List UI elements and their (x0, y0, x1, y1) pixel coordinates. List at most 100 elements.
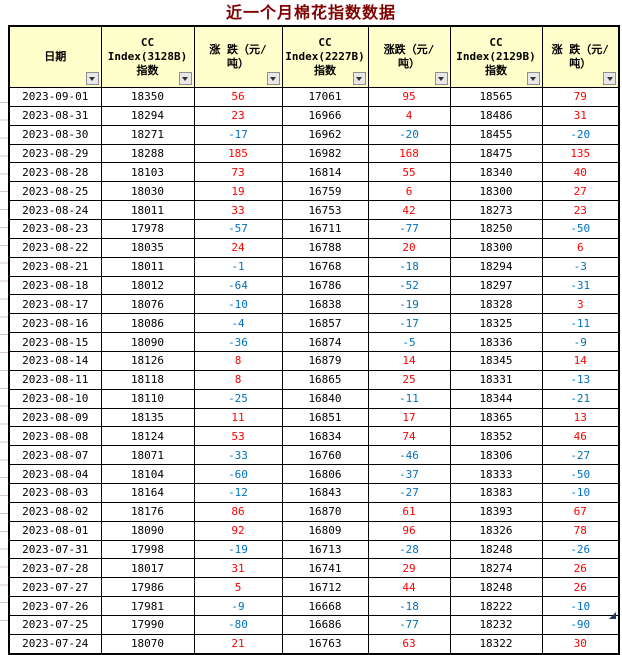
index-cell: 16809 (281, 520, 369, 541)
table-header: 日期 CC Index(3128B) 指数涨 跌（元/ 吨） CC Index(22… (8, 25, 620, 88)
change-cell: 33 (193, 200, 283, 221)
index-cell: 18565 (449, 87, 543, 107)
index-cell: 18035 (100, 237, 195, 258)
table-row: 2023-08-28 18103 73 16814 55 18340 40 (8, 162, 620, 183)
index-cell: 18294 (100, 105, 195, 126)
index-cell: 17986 (100, 577, 195, 598)
change-cell: -50 (541, 464, 620, 485)
filter-dropdown-button[interactable] (85, 72, 99, 85)
index-cell: 16788 (281, 237, 369, 258)
change-cell: 168 (367, 143, 451, 164)
change-cell: 14 (367, 351, 451, 371)
index-cell: 18325 (449, 313, 543, 334)
change-cell: 11 (193, 407, 283, 428)
caret-down-icon (89, 77, 95, 84)
change-cell: 3 (541, 294, 620, 315)
index-cell: 18273 (449, 200, 543, 221)
table-row: 2023-07-31 17998 -19 16713 -28 18248 -26 (8, 539, 620, 560)
change-cell: -3 (541, 256, 620, 277)
filter-dropdown-button[interactable] (266, 72, 280, 85)
index-cell: 18331 (449, 369, 543, 390)
left-gridlines (0, 85, 8, 621)
index-cell: 18322 (449, 633, 543, 655)
index-cell: 16759 (281, 181, 369, 202)
index-cell: 17990 (100, 615, 195, 635)
change-cell: 19 (193, 181, 283, 202)
date-cell: 2023-08-29 (8, 143, 102, 164)
table-row: 2023-08-24 18011 33 16753 42 18273 23 (8, 200, 620, 221)
index-cell: 17998 (100, 539, 195, 560)
index-cell: 18350 (100, 87, 195, 107)
index-cell: 16786 (281, 275, 369, 296)
index-cell: 16870 (281, 501, 369, 522)
date-cell: 2023-08-15 (8, 332, 102, 353)
index-cell: 18011 (100, 256, 195, 277)
index-cell: 16840 (281, 388, 369, 409)
change-cell: 26 (541, 558, 620, 579)
change-cell: 92 (193, 520, 283, 541)
change-cell: 13 (541, 407, 620, 428)
table-row: 2023-09-01 18350 56 17061 95 18565 79 (8, 87, 620, 107)
change-cell: -9 (193, 596, 283, 617)
filter-dropdown-button[interactable] (434, 72, 448, 85)
change-cell: 74 (367, 426, 451, 447)
change-cell: 5 (193, 577, 283, 598)
date-cell: 2023-08-31 (8, 105, 102, 126)
change-cell: 55 (367, 162, 451, 183)
change-cell: -19 (193, 539, 283, 560)
cotton-index-table: 日期 CC Index(3128B) 指数涨 跌（元/ 吨） CC Index(22… (8, 25, 620, 655)
index-cell: 17061 (281, 87, 369, 107)
date-cell: 2023-08-11 (8, 369, 102, 390)
column-header-6: CC Index(2129B) 指数 (449, 25, 543, 88)
date-cell: 2023-08-18 (8, 275, 102, 296)
date-cell: 2023-07-31 (8, 539, 102, 560)
index-cell: 16838 (281, 294, 369, 315)
index-cell: 18090 (100, 520, 195, 541)
column-header-3: 涨 跌（元/ 吨） (193, 25, 283, 88)
table-row: 2023-08-18 18012 -64 16786 -52 18297 -31 (8, 275, 620, 296)
index-cell: 16962 (281, 124, 369, 145)
change-cell: 95 (367, 87, 451, 107)
index-cell: 18352 (449, 426, 543, 447)
column-header-label: 涨 跌（元/ 吨） (551, 42, 609, 70)
change-cell: -77 (367, 219, 451, 239)
filter-dropdown-button[interactable] (178, 72, 192, 85)
change-cell: 135 (541, 143, 620, 164)
index-cell: 18300 (449, 237, 543, 258)
caret-down-icon (530, 77, 536, 84)
index-cell: 18383 (449, 483, 543, 503)
change-cell: -10 (541, 596, 620, 617)
index-cell: 18030 (100, 181, 195, 202)
index-cell: 16865 (281, 369, 369, 390)
date-cell: 2023-08-17 (8, 294, 102, 315)
index-cell: 18306 (449, 445, 543, 466)
date-cell: 2023-08-24 (8, 200, 102, 221)
caret-down-icon (606, 77, 613, 84)
table-row: 2023-07-24 18070 21 16763 63 18322 30 (8, 633, 620, 655)
index-cell: 18486 (449, 105, 543, 126)
change-cell: 79 (541, 87, 620, 107)
change-cell: -18 (367, 596, 451, 617)
index-cell: 17981 (100, 596, 195, 617)
filter-dropdown-button[interactable] (526, 72, 540, 85)
change-cell: 185 (193, 143, 283, 164)
filter-dropdown-button[interactable] (352, 72, 366, 85)
table-row: 2023-08-01 18090 92 16809 96 18326 78 (8, 520, 620, 541)
column-header-label: 日期 (44, 49, 67, 63)
filter-dropdown-button[interactable] (603, 72, 616, 85)
index-cell: 18294 (449, 256, 543, 277)
index-cell: 16753 (281, 200, 369, 221)
change-cell: -80 (193, 615, 283, 635)
change-cell: -21 (541, 388, 620, 409)
index-cell: 18328 (449, 294, 543, 315)
index-cell: 18250 (449, 219, 543, 239)
change-cell: 8 (193, 351, 283, 371)
change-cell: 21 (193, 633, 283, 655)
change-cell: -27 (541, 445, 620, 466)
index-cell: 18336 (449, 332, 543, 353)
change-cell: 24 (193, 237, 283, 258)
change-cell: 96 (367, 520, 451, 541)
date-cell: 2023-07-27 (8, 577, 102, 598)
change-cell: -33 (193, 445, 283, 466)
index-cell: 18012 (100, 275, 195, 296)
